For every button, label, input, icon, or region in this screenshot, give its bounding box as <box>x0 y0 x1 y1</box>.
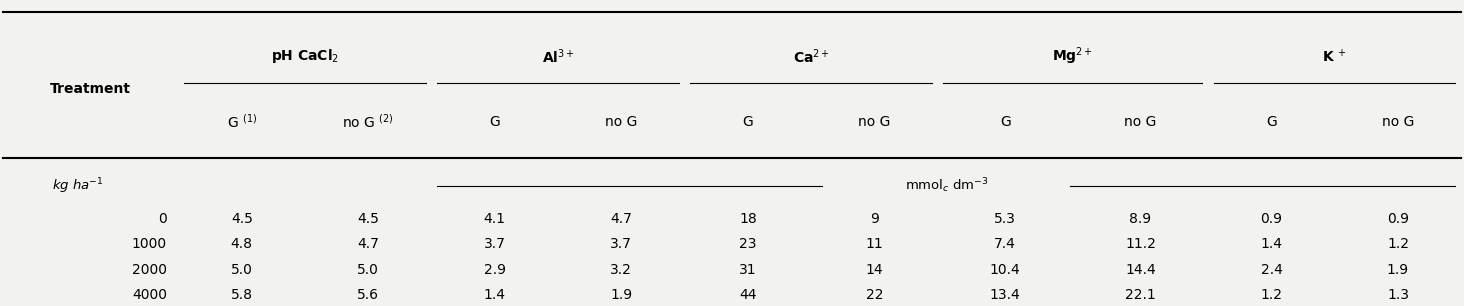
Text: no G $^{(2)}$: no G $^{(2)}$ <box>343 113 394 131</box>
Text: G: G <box>1266 115 1277 129</box>
Text: 22.1: 22.1 <box>1126 288 1157 302</box>
Text: no G: no G <box>1382 115 1414 129</box>
Text: mmol$_c$ dm$^{-3}$: mmol$_c$ dm$^{-3}$ <box>905 177 988 196</box>
Text: 0.9: 0.9 <box>1261 212 1282 226</box>
Text: 9: 9 <box>870 212 878 226</box>
Text: 4.8: 4.8 <box>231 237 253 251</box>
Text: 2.9: 2.9 <box>483 263 505 277</box>
Text: 1.4: 1.4 <box>1261 237 1282 251</box>
Text: Mg$^{2+}$: Mg$^{2+}$ <box>1053 46 1094 67</box>
Text: 2.4: 2.4 <box>1261 263 1282 277</box>
Text: 14.4: 14.4 <box>1126 263 1157 277</box>
Text: 4000: 4000 <box>132 288 167 302</box>
Text: 1000: 1000 <box>132 237 167 251</box>
Text: 8.9: 8.9 <box>1130 212 1152 226</box>
Text: Al$^{3+}$: Al$^{3+}$ <box>542 47 574 66</box>
Text: 5.3: 5.3 <box>994 212 1016 226</box>
Text: 10.4: 10.4 <box>990 263 1020 277</box>
Text: 4.7: 4.7 <box>610 212 632 226</box>
Text: 13.4: 13.4 <box>990 288 1020 302</box>
Text: 3.7: 3.7 <box>483 237 505 251</box>
Text: 1.2: 1.2 <box>1386 237 1408 251</box>
Text: 31: 31 <box>739 263 757 277</box>
Text: 1.2: 1.2 <box>1261 288 1282 302</box>
Text: Treatment: Treatment <box>50 82 132 96</box>
Text: 11.2: 11.2 <box>1126 237 1157 251</box>
Text: 4.7: 4.7 <box>357 237 379 251</box>
Text: 3.7: 3.7 <box>610 237 632 251</box>
Text: G $^{(1)}$: G $^{(1)}$ <box>227 113 256 131</box>
Text: 7.4: 7.4 <box>994 237 1016 251</box>
Text: K $^{+}$: K $^{+}$ <box>1322 48 1347 65</box>
Text: no G: no G <box>858 115 890 129</box>
Text: 5.0: 5.0 <box>357 263 379 277</box>
Text: Ca$^{2+}$: Ca$^{2+}$ <box>792 47 830 66</box>
Text: 4.1: 4.1 <box>483 212 505 226</box>
Text: 0.9: 0.9 <box>1386 212 1408 226</box>
Text: kg ha$^{-1}$: kg ha$^{-1}$ <box>51 176 104 196</box>
Text: G: G <box>489 115 501 129</box>
Text: 18: 18 <box>739 212 757 226</box>
Text: 1.9: 1.9 <box>1386 263 1408 277</box>
Text: 2000: 2000 <box>132 263 167 277</box>
Text: 5.0: 5.0 <box>231 263 253 277</box>
Text: 4.5: 4.5 <box>357 212 379 226</box>
Text: 4.5: 4.5 <box>231 212 253 226</box>
Text: 1.9: 1.9 <box>610 288 632 302</box>
Text: 44: 44 <box>739 288 757 302</box>
Text: G: G <box>1000 115 1010 129</box>
Text: no G: no G <box>1124 115 1157 129</box>
Text: pH CaCl$_2$: pH CaCl$_2$ <box>271 47 340 65</box>
Text: 14: 14 <box>865 263 883 277</box>
Text: 1.4: 1.4 <box>483 288 505 302</box>
Text: G: G <box>742 115 752 129</box>
Text: no G: no G <box>605 115 637 129</box>
Text: 22: 22 <box>865 288 883 302</box>
Text: 5.8: 5.8 <box>231 288 253 302</box>
Text: 3.2: 3.2 <box>610 263 632 277</box>
Text: 23: 23 <box>739 237 757 251</box>
Text: 0: 0 <box>158 212 167 226</box>
Text: 1.3: 1.3 <box>1386 288 1408 302</box>
Text: 11: 11 <box>865 237 883 251</box>
Text: 5.6: 5.6 <box>357 288 379 302</box>
